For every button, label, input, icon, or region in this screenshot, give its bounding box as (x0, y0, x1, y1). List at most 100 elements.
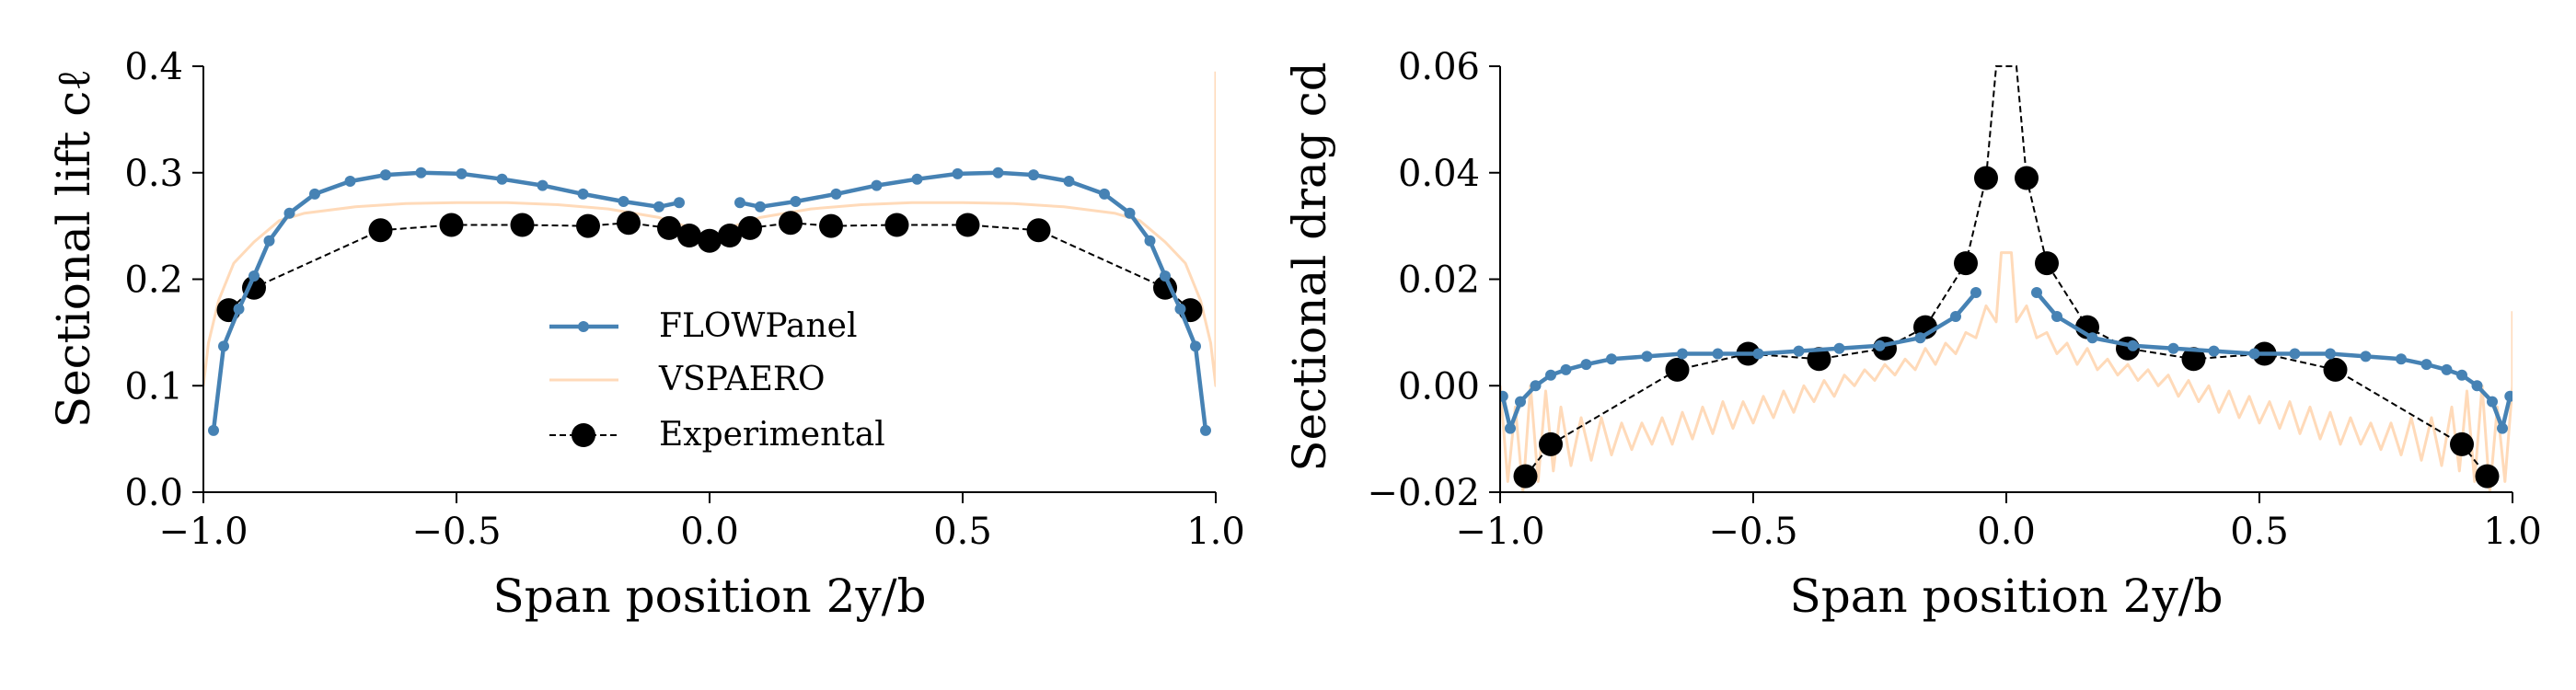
drag-y-tick-label: −0.02 (1367, 472, 1480, 514)
drag-y-tick-label: 0.02 (1398, 259, 1480, 302)
lift-flowpanel-point (456, 167, 468, 179)
legend-experimental-marker (572, 423, 595, 447)
lift-flowpanel-point (653, 201, 664, 213)
drag-flowpanel-point (2456, 369, 2467, 381)
drag-experimental-point (2475, 464, 2500, 489)
drag-flowpanel-point (1500, 390, 1508, 402)
drag-x-tick-label: 0.5 (2230, 511, 2289, 553)
drag-flowpanel-point (1833, 342, 1845, 354)
lift-y-tick-label: 0.2 (124, 259, 183, 302)
lift-x-axis-label: Span position 2y/b (492, 569, 926, 623)
lift-flowpanel-series (208, 167, 1211, 436)
drag-flowpanel-point (1677, 348, 1688, 360)
drag-flowpanel-point (2360, 351, 2372, 362)
lift-flowpanel-point (1144, 235, 1156, 247)
lift-flowpanel-point (344, 176, 356, 187)
lift-experimental-point (368, 218, 393, 243)
lift-flowpanel-point (1190, 340, 1201, 352)
drag-flowpanel-point (1752, 348, 1764, 360)
drag-flowpanel-point (2504, 390, 2512, 402)
drag-experimental-point (1954, 251, 1978, 276)
lift-flowpanel-point (1099, 188, 1110, 200)
lift-y-tick-label: 0.0 (124, 472, 183, 514)
drag-experimental-point (2181, 347, 2206, 372)
drag-y-axis-label: Sectional drag cd (1283, 62, 1336, 472)
drag-vspaero-series (1500, 251, 2512, 492)
lift-flowpanel-point (380, 169, 391, 181)
drag-flowpanel-point (1560, 363, 1572, 375)
drag-experimental-point (2323, 357, 2348, 382)
drag-x-tick-label: 0.0 (1977, 511, 2036, 553)
drag-flowpanel-point (1641, 351, 1653, 362)
drag-y-tick-label: 0.04 (1398, 153, 1480, 195)
lift-flowpanel-point (992, 167, 1004, 178)
lift-flowpanel-point (1160, 270, 1171, 282)
lift-flowpanel-point (309, 188, 320, 200)
lift-flowpanel-point (755, 201, 766, 213)
lift-x-tick-label: 1.0 (1186, 511, 1245, 553)
lift-experimental-point (510, 213, 535, 237)
drag-experimental-point (1539, 431, 1563, 456)
lift-flowpanel-point (734, 197, 745, 209)
drag-flowpanel-point (2441, 363, 2453, 375)
drag-flowpanel-point (1515, 396, 1526, 408)
drag-experimental-point (2015, 166, 2039, 190)
lift-flowpanel-point (283, 207, 295, 219)
drag-y-tick-label: 0.06 (1398, 46, 1480, 88)
drag-flowpanel-point (2127, 339, 2139, 351)
lift-experimental-point (718, 224, 742, 247)
drag-tick-labels: −1.0 −0.5 0.0 0.5 1.0 −0.02 0.00 0.02 0.04 0.06 (1367, 46, 2541, 553)
lift-flowpanel-point (496, 173, 508, 185)
lift-experimental-point (1026, 218, 1051, 243)
drag-axes (1489, 65, 2513, 503)
lift-flowpanel-point (248, 270, 260, 282)
drag-experimental-point (1665, 357, 1690, 382)
drag-flowpanel-point (2396, 353, 2407, 365)
drag-flowpanel-point (1580, 359, 1592, 371)
lift-experimental-point (439, 213, 464, 237)
lift-experimental-point (819, 213, 843, 238)
lift-flowpanel-point (415, 167, 427, 178)
drag-flowpanel-point (2497, 422, 2508, 434)
lift-axes (192, 65, 1217, 503)
drag-flowpanel-point (2289, 348, 2301, 360)
lift-flowpanel-point (618, 196, 630, 207)
lift-experimental-point (698, 228, 722, 253)
lift-flowpanel-point (952, 167, 964, 179)
drag-flowpanel-point (1970, 287, 1981, 298)
drag-flowpanel-point (2487, 396, 2498, 408)
drag-flowpanel-point (2086, 332, 2098, 344)
lift-experimental-point (657, 215, 681, 240)
drag-flowpanel-point (2031, 287, 2042, 298)
lift-y-tick-label: 0.1 (124, 365, 183, 408)
lift-flowpanel-point (911, 173, 923, 185)
drag-flowpanel-point (2248, 348, 2260, 360)
lift-flowpanel-point (1028, 169, 1039, 181)
lift-flowpanel-point (263, 235, 275, 247)
lift-experimental-point (738, 215, 762, 240)
drag-flowpanel-point (1793, 345, 1805, 357)
drag-y-tick-label: 0.00 (1398, 365, 1480, 408)
legend-flowpanel-label: FLOWPanel (659, 307, 857, 345)
drag-flowpanel-point (2051, 311, 2062, 322)
lift-flowpanel-point (830, 188, 842, 200)
lift-experimental-point (677, 224, 701, 247)
drag-experimental-line (1524, 65, 2489, 477)
drag-experimental-point (1513, 464, 1538, 489)
drag-experimental-point (1807, 347, 1831, 372)
lift-flowpanel-point (218, 340, 229, 352)
lift-x-tick-label: 0.0 (680, 511, 739, 553)
lift-x-tick-label: −0.5 (411, 511, 501, 553)
drag-x-tick-label: −1.0 (1455, 511, 1544, 553)
drag-flowpanel-point (1530, 380, 1542, 392)
lift-x-tick-label: 0.5 (933, 511, 992, 553)
lift-flowpanel-point (1200, 424, 1211, 436)
drag-vspaero-line (1500, 251, 2512, 492)
drag-flowpanel-point (2325, 348, 2336, 360)
lift-flowpanel-point (577, 188, 589, 200)
lift-flowpanel-point (674, 197, 685, 209)
drag-flowpanel-point (2208, 345, 2220, 357)
lift-experimental-point (955, 213, 980, 237)
drag-flowpanel-point (1874, 339, 1886, 351)
